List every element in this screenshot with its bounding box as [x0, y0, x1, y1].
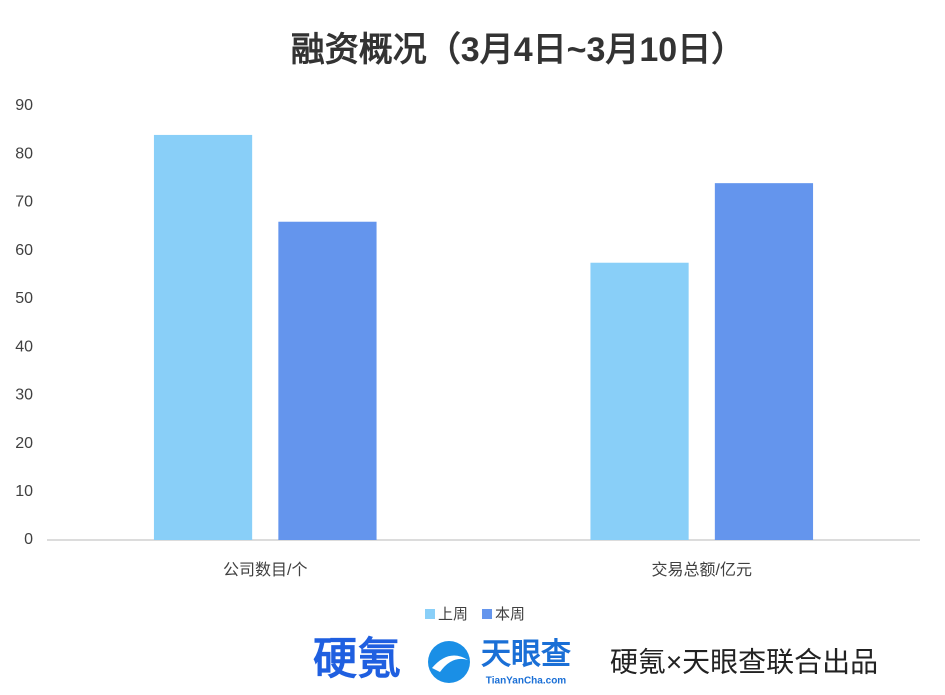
chart-title: 融资概况（3月4日~3月10日）	[291, 30, 745, 69]
brand-logo: 硬氪	[313, 635, 401, 684]
legend-label: 本周	[495, 606, 525, 623]
y-tick-label: 40	[15, 338, 33, 355]
brand-url: TianYanCha.com	[486, 676, 567, 687]
bar	[153, 134, 253, 540]
y-tick-label: 50	[15, 290, 33, 307]
x-tick-label: 公司数目/个	[223, 561, 307, 579]
legend-swatch	[482, 609, 493, 619]
y-tick-label: 10	[15, 483, 33, 500]
legend-label: 上周	[438, 606, 468, 623]
y-tick-label: 20	[15, 435, 33, 452]
bar	[714, 183, 814, 540]
brand-logo: 天眼查	[481, 638, 571, 671]
bar	[278, 221, 377, 540]
y-tick-label: 90	[15, 97, 33, 114]
legend-swatch	[425, 609, 435, 619]
y-tick-label: 70	[15, 194, 33, 211]
x-tick-label: 交易总额/亿元	[652, 561, 752, 579]
bar	[590, 262, 689, 540]
logo-wave	[432, 655, 468, 672]
y-tick-label: 0	[24, 531, 33, 548]
y-tick-label: 30	[15, 387, 33, 404]
y-tick-label: 60	[15, 242, 33, 259]
y-tick-label: 80	[15, 145, 33, 162]
credit: 硬氪×天眼查联合出品	[610, 646, 878, 677]
